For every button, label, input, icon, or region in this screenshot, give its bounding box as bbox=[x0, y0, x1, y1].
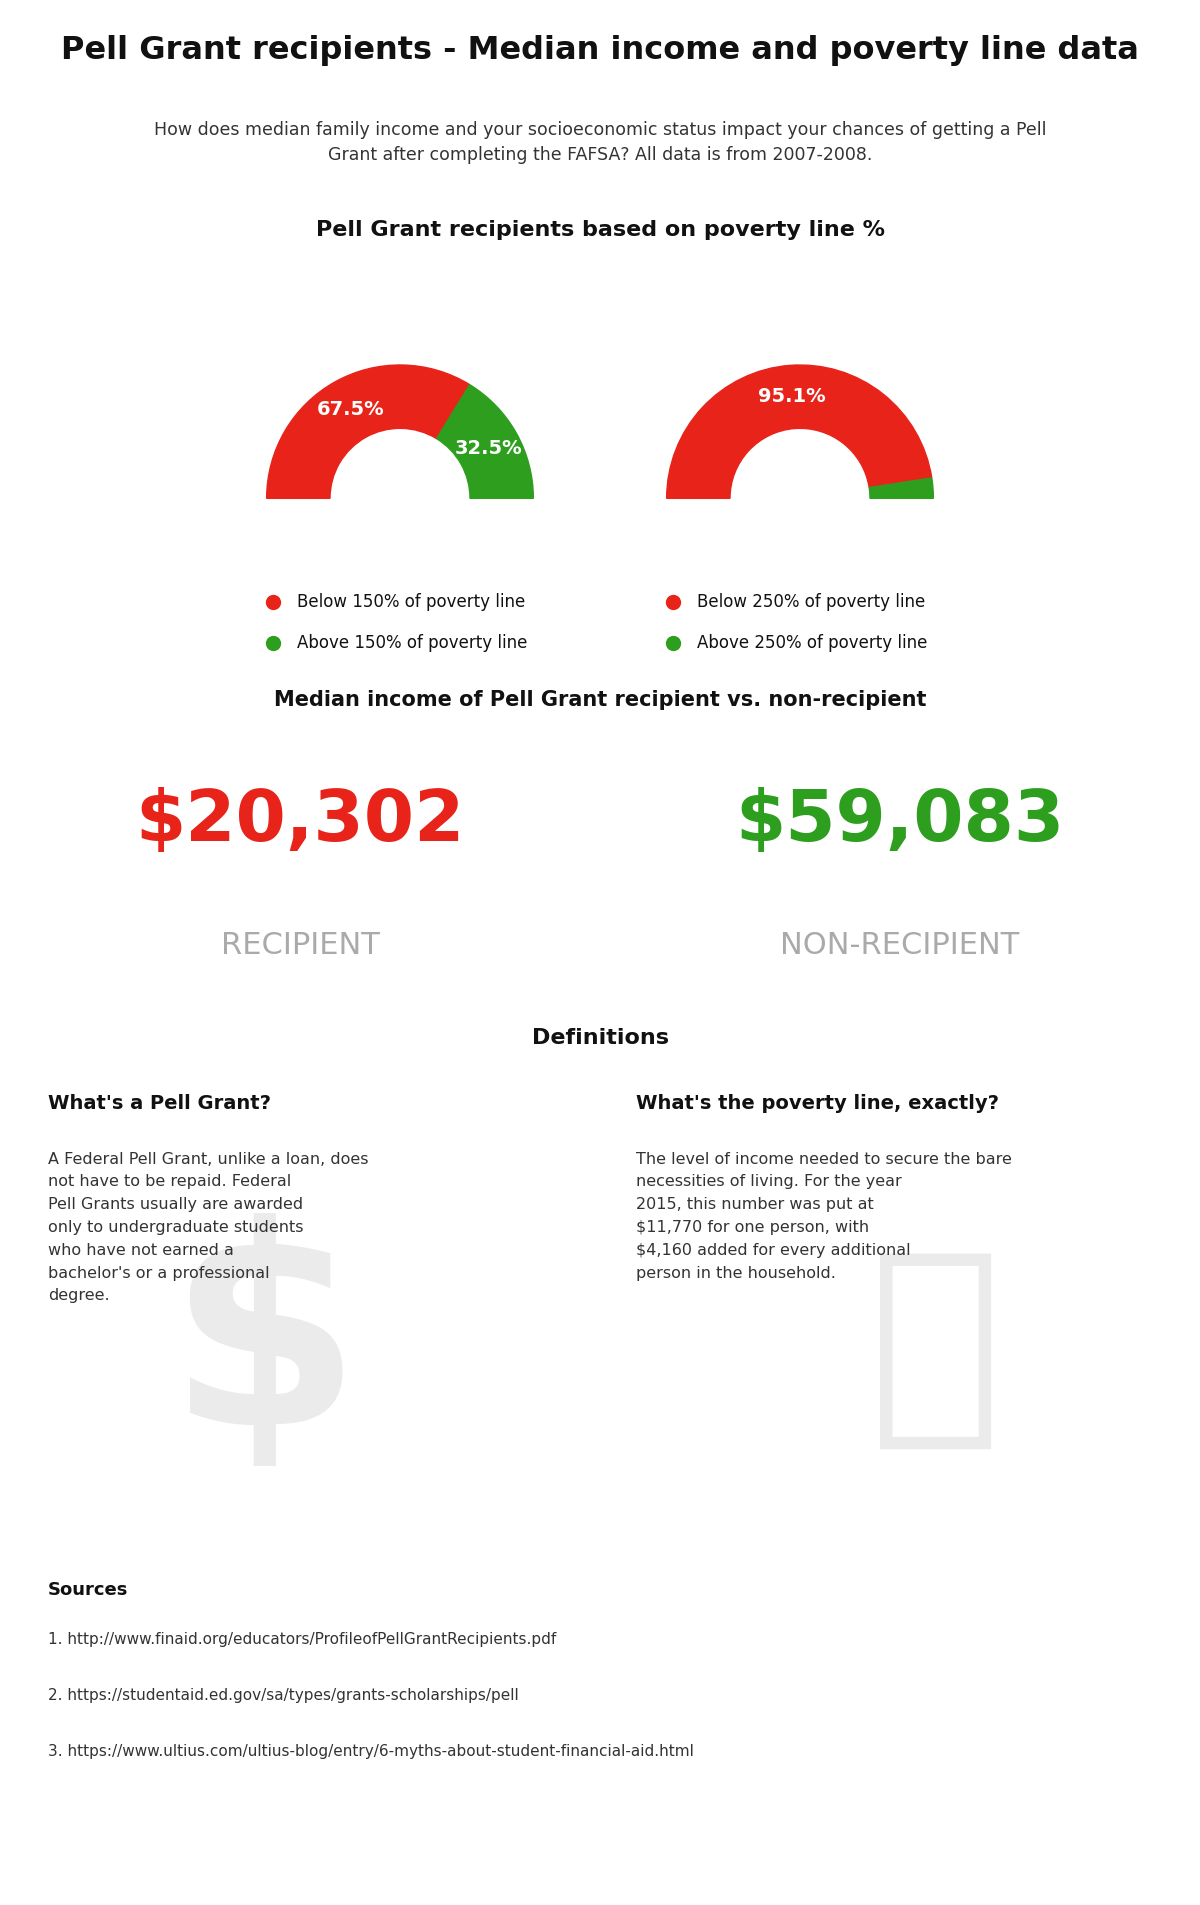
Text: Definitions: Definitions bbox=[532, 1027, 668, 1048]
Text: 67.5%: 67.5% bbox=[317, 400, 384, 419]
FancyBboxPatch shape bbox=[22, 1825, 60, 1888]
Wedge shape bbox=[437, 385, 533, 499]
Text: Sources: Sources bbox=[48, 1581, 128, 1598]
Text: 2. https://studentaid.ed.gov/sa/types/grants-scholarships/pell: 2. https://studentaid.ed.gov/sa/types/gr… bbox=[48, 1688, 518, 1703]
Text: RECIPIENT: RECIPIENT bbox=[221, 932, 379, 960]
Text: Above 250% of poverty line: Above 250% of poverty line bbox=[697, 634, 928, 652]
Text: 1. http://www.finaid.org/educators/ProfileofPellGrantRecipients.pdf: 1. http://www.finaid.org/educators/Profi… bbox=[48, 1631, 557, 1646]
Text: $59,083: $59,083 bbox=[736, 787, 1064, 855]
Text: What's the poverty line, exactly?: What's the poverty line, exactly? bbox=[636, 1093, 998, 1113]
Text: 32.5%: 32.5% bbox=[455, 440, 522, 459]
Text: Median income of Pell Grant recipient vs. non-recipient: Median income of Pell Grant recipient vs… bbox=[274, 690, 926, 711]
Text: Above 150% of poverty line: Above 150% of poverty line bbox=[296, 634, 527, 652]
Wedge shape bbox=[869, 478, 934, 499]
Text: ⛹: ⛹ bbox=[869, 1242, 1003, 1455]
Text: A Federal Pell Grant, unlike a loan, does
not have to be repaid. Federal
Pell Gr: A Federal Pell Grant, unlike a loan, doe… bbox=[48, 1153, 368, 1303]
Text: $20,302: $20,302 bbox=[136, 787, 464, 855]
Wedge shape bbox=[266, 366, 469, 499]
Text: 3. https://www.ultius.com/ultius-blog/entry/6-myths-about-student-financial-aid.: 3. https://www.ultius.com/ultius-blog/en… bbox=[48, 1743, 694, 1758]
Wedge shape bbox=[667, 366, 931, 499]
Text: Pell Grant recipients - Median income and poverty line data: Pell Grant recipients - Median income an… bbox=[61, 34, 1139, 67]
Text: Copyright © 2016 Ultius, Inc.: Copyright © 2016 Ultius, Inc. bbox=[920, 1846, 1164, 1863]
Text: How does median family income and your socioeconomic status impact your chances : How does median family income and your s… bbox=[154, 120, 1046, 164]
Text: 95.1%: 95.1% bbox=[758, 387, 826, 406]
Text: Below 150% of poverty line: Below 150% of poverty line bbox=[296, 592, 524, 612]
Text: What's a Pell Grant?: What's a Pell Grant? bbox=[48, 1093, 271, 1113]
Text: NON-RECIPIENT: NON-RECIPIENT bbox=[780, 932, 1020, 960]
Text: $: $ bbox=[167, 1213, 361, 1484]
Text: The level of income needed to secure the bare
necessities of living. For the yea: The level of income needed to secure the… bbox=[636, 1153, 1012, 1280]
Text: ULTIUS: ULTIUS bbox=[70, 1846, 145, 1865]
Text: Pell Grant recipients based on poverty line %: Pell Grant recipients based on poverty l… bbox=[316, 219, 884, 240]
Text: Below 250% of poverty line: Below 250% of poverty line bbox=[697, 592, 925, 612]
